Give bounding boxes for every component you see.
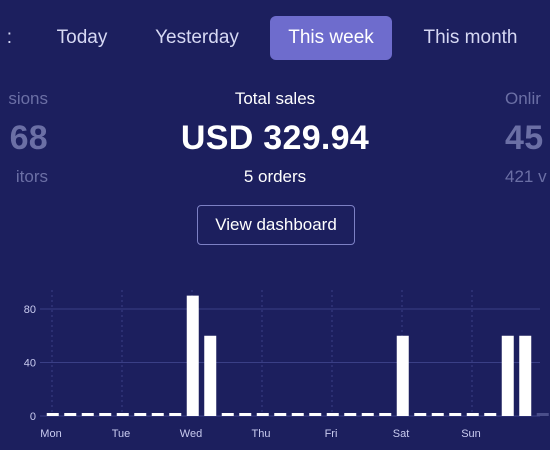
total-sales-value: USD 329.94	[180, 119, 370, 157]
tab-this-month[interactable]: This month	[423, 27, 518, 48]
stat-value: 45	[505, 119, 544, 157]
bar	[99, 413, 112, 416]
bar	[379, 413, 392, 416]
bar	[344, 413, 357, 416]
bar	[151, 413, 164, 416]
bar	[484, 413, 497, 416]
stat-sessions-partial[interactable]: sions 68 itors	[0, 88, 48, 188]
bar	[501, 335, 514, 416]
orders-count: 5 orders	[243, 167, 307, 186]
bar	[431, 413, 444, 416]
bar	[239, 413, 252, 416]
stat-total-sales[interactable]: Total sales USD 329.94 5 orders	[150, 88, 400, 188]
bar	[46, 413, 59, 416]
x-tick-label: Tue	[112, 428, 131, 440]
stat-sub: 421 v	[505, 167, 547, 186]
bar	[204, 335, 217, 416]
bar	[116, 413, 129, 416]
bar	[519, 335, 532, 416]
stat-value: 68	[9, 119, 48, 157]
bar	[134, 413, 147, 416]
bar	[536, 413, 549, 416]
x-tick-label: Fri	[325, 428, 338, 440]
y-tick-label: 40	[24, 358, 36, 370]
view-dashboard-button[interactable]: View dashboard	[197, 205, 355, 245]
stat-online-partial[interactable]: Onlir 45 421 v	[505, 88, 550, 188]
sales-bar-chart: 0 40 80 Mon Tue Wed Thu Fri Sat Sun	[24, 290, 549, 440]
tab-this-week[interactable]: This week	[270, 16, 392, 60]
stat-label: Onlir	[505, 89, 541, 108]
stat-label: sions	[8, 89, 48, 108]
x-tick-label: Thu	[252, 428, 271, 440]
x-tick-label: Sat	[393, 428, 410, 440]
tab-previous-partial[interactable]: :	[6, 27, 12, 48]
bar	[186, 295, 199, 416]
bar	[64, 413, 77, 416]
bar	[274, 413, 287, 416]
bar	[396, 335, 409, 416]
stat-sub: itors	[15, 167, 48, 186]
y-tick-label: 0	[30, 411, 36, 423]
y-tick-label: 80	[24, 304, 36, 316]
bar	[361, 413, 374, 416]
bar	[466, 413, 479, 416]
bar	[221, 413, 234, 416]
bar	[309, 413, 322, 416]
bar	[414, 413, 427, 416]
bar	[169, 413, 182, 416]
bar	[326, 413, 339, 416]
x-tick-label: Mon	[40, 428, 61, 440]
bar	[256, 413, 269, 416]
x-tick-label: Sun	[461, 428, 481, 440]
bar	[449, 413, 462, 416]
date-range-tabs: : Today Yesterday This week This month	[0, 16, 550, 62]
total-sales-label: Total sales	[234, 89, 316, 108]
x-tick-label: Wed	[180, 428, 202, 440]
tab-yesterday[interactable]: Yesterday	[155, 27, 239, 48]
tab-today[interactable]: Today	[56, 27, 108, 48]
bar	[81, 413, 94, 416]
bar	[291, 413, 304, 416]
